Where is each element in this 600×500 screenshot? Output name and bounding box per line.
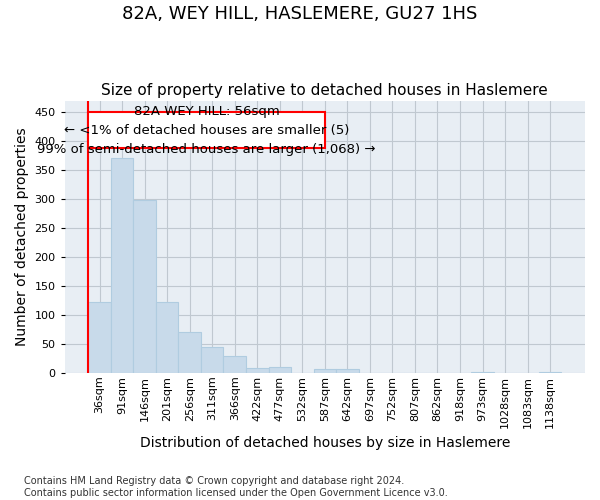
Text: Contains HM Land Registry data © Crown copyright and database right 2024.
Contai: Contains HM Land Registry data © Crown c… [24, 476, 448, 498]
Bar [88, 302, 111, 373]
Text: 82A, WEY HILL, HASLEMERE, GU27 1HS: 82A, WEY HILL, HASLEMERE, GU27 1HS [122, 5, 478, 23]
Title: Size of property relative to detached houses in Haslemere: Size of property relative to detached ho… [101, 83, 548, 98]
Bar [269, 367, 291, 373]
Bar [336, 370, 359, 373]
Bar [111, 158, 133, 373]
Bar [471, 372, 494, 373]
Text: 82A WEY HILL: 56sqm
← <1% of detached houses are smaller (5)
99% of semi-detache: 82A WEY HILL: 56sqm ← <1% of detached ho… [37, 104, 376, 156]
Bar [178, 332, 201, 373]
X-axis label: Distribution of detached houses by size in Haslemere: Distribution of detached houses by size … [140, 436, 510, 450]
Bar [223, 356, 246, 373]
Bar [156, 302, 178, 373]
Bar [133, 200, 156, 373]
Y-axis label: Number of detached properties: Number of detached properties [15, 128, 29, 346]
Bar [88, 112, 325, 148]
Bar [246, 368, 269, 373]
Bar [539, 372, 562, 373]
Bar [201, 347, 223, 373]
Bar [314, 370, 336, 373]
